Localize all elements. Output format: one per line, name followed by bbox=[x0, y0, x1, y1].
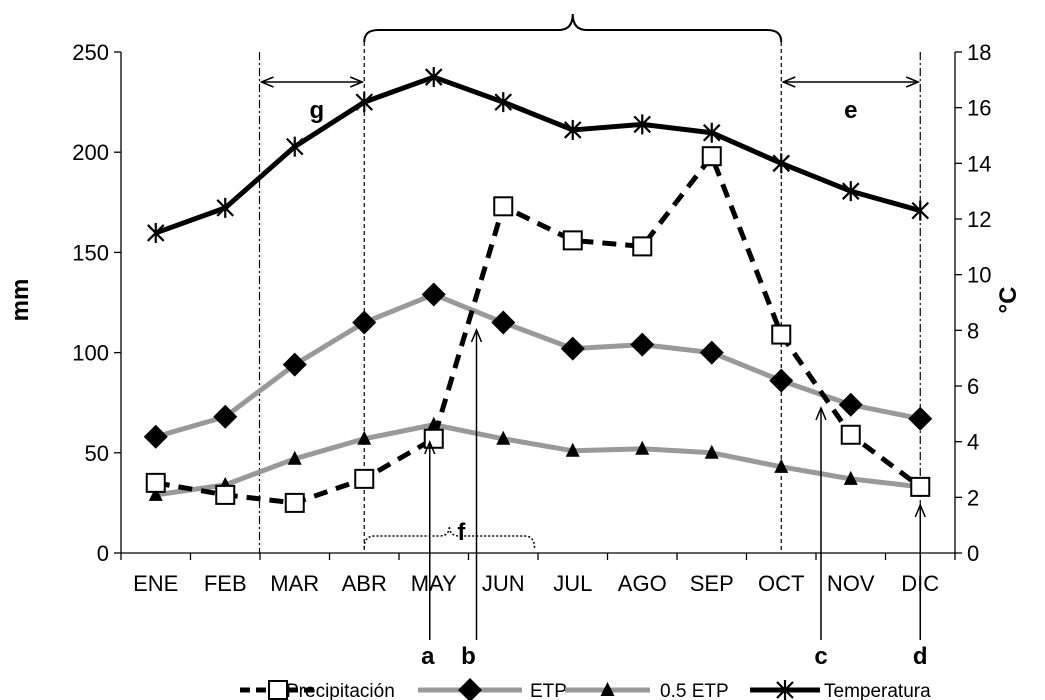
legend: Precipitación ETP 0.5 ETP Temperatura bbox=[240, 678, 931, 700]
bottom-brace-f bbox=[363, 525, 536, 549]
x-tick-label: AGO bbox=[618, 571, 667, 596]
arrow-head bbox=[781, 76, 796, 88]
y-tick-label: 100 bbox=[72, 341, 109, 366]
x-tick-label: FEB bbox=[204, 571, 247, 596]
point-triangle bbox=[357, 430, 372, 445]
point-diamond bbox=[458, 678, 482, 700]
point-triangle bbox=[287, 450, 302, 465]
y-tick-label: 50 bbox=[85, 441, 109, 466]
x-tick-label: SEP bbox=[690, 571, 734, 596]
point-diamond bbox=[769, 368, 794, 393]
y-tick-label: 200 bbox=[72, 140, 109, 165]
series-line-2 bbox=[155, 422, 921, 498]
x-tick-label: MAR bbox=[270, 571, 319, 596]
arrow-head bbox=[470, 328, 483, 343]
arrow-head bbox=[259, 76, 274, 88]
y-tick-label: 150 bbox=[72, 240, 109, 265]
point-square bbox=[493, 196, 514, 217]
arrow-head bbox=[815, 406, 827, 421]
y2-tick-label: 0 bbox=[967, 541, 979, 566]
point-triangle bbox=[148, 486, 163, 501]
point-square bbox=[145, 472, 166, 493]
arrow-head bbox=[905, 76, 921, 88]
point-triangle bbox=[704, 444, 719, 459]
point-square bbox=[423, 428, 444, 449]
point-square bbox=[215, 484, 236, 505]
point-diamond bbox=[560, 336, 585, 361]
arrow-head bbox=[349, 76, 365, 88]
point-square bbox=[284, 492, 305, 513]
y-tick-label: 250 bbox=[72, 40, 109, 65]
x-tick-label: MAY bbox=[411, 571, 457, 596]
point-diamond bbox=[630, 332, 655, 357]
point-diamond bbox=[352, 310, 377, 335]
label-a: a bbox=[421, 643, 435, 670]
y2-tick-label: 2 bbox=[967, 485, 979, 510]
y2-tick-label: 6 bbox=[967, 374, 979, 399]
y2-tick-label: 8 bbox=[967, 318, 979, 343]
arrow-head bbox=[424, 440, 436, 455]
x-tick-label: JUL bbox=[553, 571, 592, 596]
legend-label-0: Precipitación bbox=[286, 681, 395, 700]
y2-tick-label: 10 bbox=[967, 263, 991, 288]
y2-tick-label: 4 bbox=[967, 430, 979, 455]
point-square bbox=[701, 146, 722, 167]
annotations-group: g e f a b c d bbox=[259, 13, 928, 670]
point-square bbox=[268, 680, 288, 700]
point-triangle bbox=[635, 440, 650, 455]
point-diamond bbox=[282, 352, 307, 377]
label-b: b bbox=[461, 643, 476, 670]
arrow-head bbox=[914, 503, 926, 518]
y2-tick-label: 18 bbox=[967, 40, 991, 65]
legend-label-3: Temperatura bbox=[824, 681, 931, 700]
point-triangle bbox=[774, 458, 789, 473]
point-triangle bbox=[600, 682, 615, 696]
point-diamond bbox=[491, 310, 516, 335]
y2-tick-label: 16 bbox=[967, 96, 991, 121]
y2-axis-title: °C bbox=[995, 287, 1022, 314]
point-diamond bbox=[421, 282, 446, 307]
series-line-0 bbox=[155, 153, 922, 506]
point-square bbox=[771, 324, 792, 345]
label-f: f bbox=[457, 519, 466, 546]
y2-tick-label: 14 bbox=[967, 151, 991, 176]
point-square bbox=[840, 424, 861, 445]
legend-label-2: 0.5 ETP bbox=[660, 681, 729, 700]
label-c: c bbox=[814, 643, 827, 670]
label-e: e bbox=[844, 97, 857, 124]
label-g: g bbox=[310, 97, 325, 124]
point-triangle bbox=[496, 430, 511, 445]
point-diamond bbox=[699, 340, 724, 365]
y-tick-label: 0 bbox=[97, 541, 109, 566]
point-square bbox=[632, 236, 653, 257]
series-group bbox=[143, 67, 933, 513]
axes-group: 0 50 100 150 200 250 0 2 4 6 8 10 12 14 16 18 ENE FEB MAR A… bbox=[72, 40, 991, 596]
series-line-3 bbox=[154, 74, 921, 236]
y2-tick-label: 12 bbox=[967, 207, 991, 232]
legend-label-1: ETP bbox=[530, 681, 567, 700]
y-axis-title: mm bbox=[7, 279, 34, 322]
point-triangle bbox=[565, 442, 580, 457]
point-square bbox=[562, 230, 583, 251]
x-tick-label: ABR bbox=[342, 571, 387, 596]
x-tick-label: JUN bbox=[482, 571, 525, 596]
top-brace bbox=[363, 13, 783, 43]
point-square bbox=[910, 476, 931, 497]
point-diamond bbox=[213, 404, 238, 429]
point-square bbox=[354, 468, 375, 489]
x-tick-label: OCT bbox=[758, 571, 804, 596]
x-tick-label: ENE bbox=[133, 571, 178, 596]
x-tick-label: NOV bbox=[827, 571, 875, 596]
label-d: d bbox=[913, 643, 928, 670]
point-diamond bbox=[143, 424, 168, 449]
point-diamond bbox=[838, 392, 863, 417]
series-line-1 bbox=[155, 291, 921, 440]
point-triangle bbox=[843, 470, 858, 485]
point-diamond bbox=[908, 406, 933, 431]
